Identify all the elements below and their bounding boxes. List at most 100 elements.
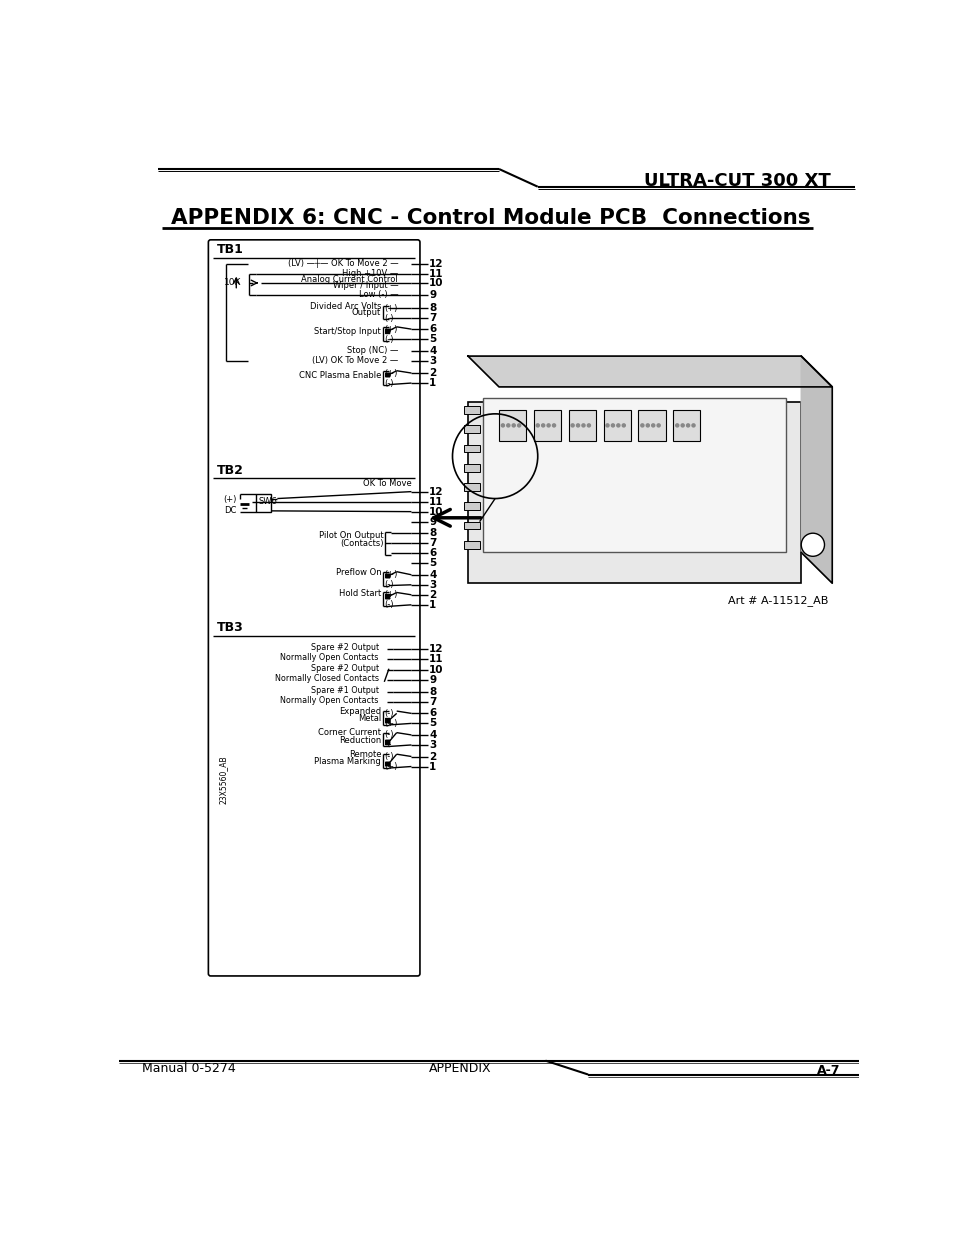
- Text: 23X5560_AB: 23X5560_AB: [218, 756, 227, 804]
- Text: 5: 5: [429, 558, 436, 568]
- Circle shape: [611, 424, 614, 427]
- Text: Remote: Remote: [349, 750, 381, 758]
- Text: (+): (+): [384, 325, 397, 333]
- Bar: [464, 425, 479, 433]
- Text: 3: 3: [429, 579, 436, 590]
- Text: Start/Stop Input: Start/Stop Input: [314, 327, 381, 336]
- Polygon shape: [468, 356, 831, 387]
- Text: DC: DC: [224, 505, 236, 515]
- Text: 7: 7: [429, 697, 436, 706]
- Text: Divided Arc Volts: Divided Arc Volts: [310, 301, 381, 310]
- Text: OK To Move: OK To Move: [363, 479, 412, 488]
- Text: APPENDIX: APPENDIX: [429, 1062, 491, 1074]
- Text: 1: 1: [429, 762, 436, 772]
- Text: 6: 6: [429, 324, 436, 335]
- Text: 9: 9: [429, 516, 436, 526]
- Text: 11: 11: [429, 653, 443, 663]
- Text: (-): (-): [384, 379, 394, 388]
- Bar: [464, 406, 479, 414]
- Text: 8: 8: [429, 304, 436, 314]
- Text: 3: 3: [429, 356, 436, 366]
- Text: 9: 9: [429, 676, 436, 685]
- Text: (-): (-): [384, 335, 394, 343]
- Text: 3: 3: [429, 740, 436, 750]
- Text: (+): (+): [223, 495, 236, 504]
- Circle shape: [801, 534, 823, 556]
- Text: 8: 8: [429, 687, 436, 697]
- Circle shape: [506, 424, 509, 427]
- Text: Pilot On Output: Pilot On Output: [318, 531, 383, 540]
- Text: 4: 4: [429, 346, 436, 356]
- Text: ULTRA-CUT 300 XT: ULTRA-CUT 300 XT: [643, 172, 830, 189]
- Text: 10K: 10K: [223, 278, 241, 288]
- Text: 9: 9: [429, 289, 436, 300]
- Text: Output: Output: [352, 308, 381, 316]
- Bar: [568, 410, 596, 441]
- Circle shape: [691, 424, 695, 427]
- Circle shape: [617, 424, 619, 427]
- Text: APPENDIX 6: CNC - Control Module PCB  Connections: APPENDIX 6: CNC - Control Module PCB Con…: [172, 207, 810, 227]
- Text: 6: 6: [429, 709, 436, 719]
- Circle shape: [536, 424, 538, 427]
- Text: Stop (NC) —: Stop (NC) —: [347, 346, 397, 356]
- Text: (+): (+): [384, 719, 397, 727]
- Text: 8: 8: [429, 529, 436, 538]
- Text: (+): (+): [384, 762, 397, 771]
- Circle shape: [621, 424, 624, 427]
- Text: (LV) OK To Move 2 —: (LV) OK To Move 2 —: [312, 356, 397, 366]
- Text: 6: 6: [429, 548, 436, 558]
- Text: 12: 12: [429, 487, 443, 496]
- Text: SW6: SW6: [258, 498, 277, 506]
- Text: Spare #1 Output: Spare #1 Output: [311, 685, 378, 695]
- Text: Wiper / Input —: Wiper / Input —: [333, 280, 397, 290]
- Text: Corner Current: Corner Current: [318, 729, 381, 737]
- Bar: [464, 483, 479, 490]
- Circle shape: [657, 424, 659, 427]
- Text: 11: 11: [429, 269, 443, 279]
- Text: 7: 7: [429, 538, 436, 548]
- Text: Reduction: Reduction: [338, 736, 381, 745]
- Text: (+): (+): [384, 304, 397, 312]
- Text: (Contacts): (Contacts): [339, 538, 383, 547]
- Text: Spare #2 Output: Spare #2 Output: [311, 642, 378, 652]
- Text: 2: 2: [429, 752, 436, 762]
- Text: Art # A-11512_AB: Art # A-11512_AB: [727, 595, 827, 605]
- Text: TB1: TB1: [216, 243, 244, 257]
- Text: Normally Open Contacts: Normally Open Contacts: [280, 695, 378, 705]
- Text: Preflow On: Preflow On: [335, 568, 381, 577]
- Text: Hold Start: Hold Start: [338, 589, 381, 598]
- Text: TB2: TB2: [216, 463, 244, 477]
- Text: (+): (+): [384, 590, 397, 599]
- Text: 10: 10: [429, 506, 443, 516]
- Circle shape: [541, 424, 544, 427]
- Bar: [483, 399, 785, 552]
- Bar: [638, 410, 665, 441]
- Text: Metal: Metal: [357, 714, 381, 724]
- Circle shape: [517, 424, 520, 427]
- Text: Expanded: Expanded: [338, 706, 381, 715]
- Text: (LV) —┼— OK To Move 2 —: (LV) —┼— OK To Move 2 —: [287, 259, 397, 268]
- Circle shape: [546, 424, 550, 427]
- Bar: [464, 541, 479, 548]
- Text: (-): (-): [384, 314, 394, 322]
- Text: 5: 5: [429, 719, 436, 729]
- Circle shape: [645, 424, 649, 427]
- Bar: [464, 464, 479, 472]
- Bar: [534, 410, 560, 441]
- Bar: [255, 494, 271, 513]
- Text: 10: 10: [429, 666, 443, 676]
- Text: 12: 12: [429, 643, 443, 653]
- Circle shape: [675, 424, 679, 427]
- Text: Analog Current Control: Analog Current Control: [301, 274, 397, 284]
- Text: Spare #2 Output: Spare #2 Output: [311, 664, 378, 673]
- Text: 10: 10: [429, 278, 443, 288]
- Text: 12: 12: [429, 258, 443, 269]
- Circle shape: [605, 424, 608, 427]
- FancyBboxPatch shape: [208, 240, 419, 976]
- Text: +: +: [384, 741, 391, 750]
- Text: 2: 2: [429, 590, 436, 600]
- Circle shape: [512, 424, 515, 427]
- Text: Normally Open Contacts: Normally Open Contacts: [280, 652, 378, 662]
- Circle shape: [587, 424, 590, 427]
- Bar: [468, 403, 801, 583]
